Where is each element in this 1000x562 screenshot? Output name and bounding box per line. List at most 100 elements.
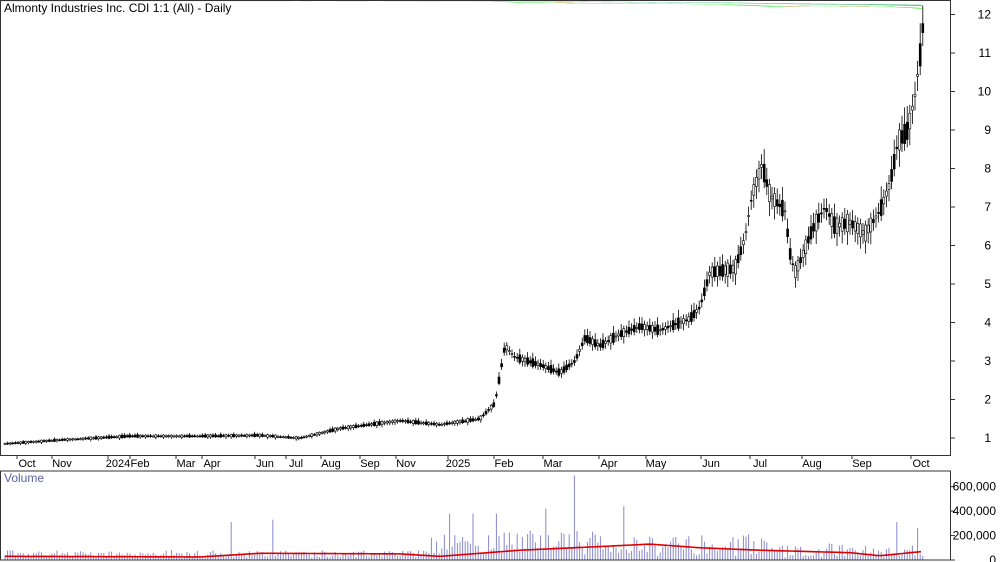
volume-bar [597,542,599,560]
candle-body [157,435,160,438]
volume-bar [833,553,835,560]
candle-body [404,420,407,423]
candle-body [913,93,917,97]
candle-body [502,347,506,353]
candle-body [198,435,202,438]
candle-body [261,434,264,437]
volume-bar [59,554,61,560]
candle-body [742,240,745,246]
candle-body [250,434,254,437]
candle-body [671,320,675,330]
candle-body [825,208,828,213]
volume-bar [235,554,237,560]
volume-bar [641,549,643,560]
volume-bar [228,555,230,560]
volume-bar [602,549,604,560]
volume-bar [774,550,776,560]
volume-bar [345,553,347,560]
candle-body [34,440,38,443]
candle-body [601,339,605,349]
candle-body [58,439,61,442]
volume-bar [558,541,560,560]
volume-bar [758,551,760,560]
candle-body [794,265,797,278]
candle-body [289,437,293,439]
candle-body [458,420,462,423]
candle-body [232,434,236,438]
candle-body [713,266,717,278]
candle-body [692,310,696,319]
x-tick-label: Sep [360,458,380,470]
candle-body [55,439,59,442]
candle-body [565,364,568,371]
candle-body [211,434,215,438]
candle-body [45,440,48,442]
candle-body [484,410,488,415]
candle-body [8,442,12,445]
volume-bar [233,556,235,560]
volume-bar [919,554,921,560]
candle-body [333,427,337,432]
volume-bar [306,554,308,560]
candle-body [596,342,600,347]
candle-body [856,223,860,234]
candle-body [419,422,423,424]
volume-bar [820,557,822,560]
candle-body [180,434,184,438]
candle-body [149,435,152,437]
candle-body [528,360,532,364]
volume-bar [888,547,890,560]
candle-body [658,329,662,332]
short-term-band-pullback [785,5,812,7]
volume-bar [272,519,274,560]
volume-bar [373,554,375,560]
volume-bar [854,549,856,560]
volume-bar [802,556,804,560]
candle-body [367,423,371,426]
volume-bar [503,532,505,560]
candle-body [255,434,259,437]
volume-bar [584,554,586,560]
candle-body [778,203,782,208]
volume-bar [339,557,341,560]
volume-bar [165,550,167,560]
candle-body [575,354,579,359]
volume-bar [800,546,802,560]
volume-bar [467,541,469,560]
x-tick-label: Apr [203,458,220,470]
candle-body [765,179,769,187]
candle-body [848,219,852,225]
candle-body [110,436,113,439]
volume-bar [113,556,115,560]
volume-bar [137,556,139,560]
candle-body [833,216,836,234]
volume-bar [896,522,898,560]
candle-body [227,434,230,437]
candle-body [396,420,399,422]
volume-bar [766,542,768,560]
volume-bar [610,551,612,560]
candle-body [66,438,69,441]
volume-bar [157,557,159,560]
candle-body [651,325,654,333]
candle-body [773,193,776,207]
candle-body [687,316,691,322]
volume-bar [844,555,846,560]
volume-bar [586,541,588,560]
volume-bar [480,552,482,560]
volume-bar [677,543,679,560]
x-tick-label: Oct [912,458,929,470]
volume-bar [495,513,497,560]
candle-body [549,365,553,374]
candle-body [214,434,217,438]
candle-body [583,335,587,342]
candle-body [263,435,267,437]
candle-body [352,425,355,428]
candle-body [292,437,295,439]
x-tick-label: Aug [321,458,341,470]
candle-body [648,324,652,332]
volume-bar [537,547,539,560]
volume-bar [667,547,669,560]
candle-body [440,423,444,426]
volume-bar [485,553,487,560]
